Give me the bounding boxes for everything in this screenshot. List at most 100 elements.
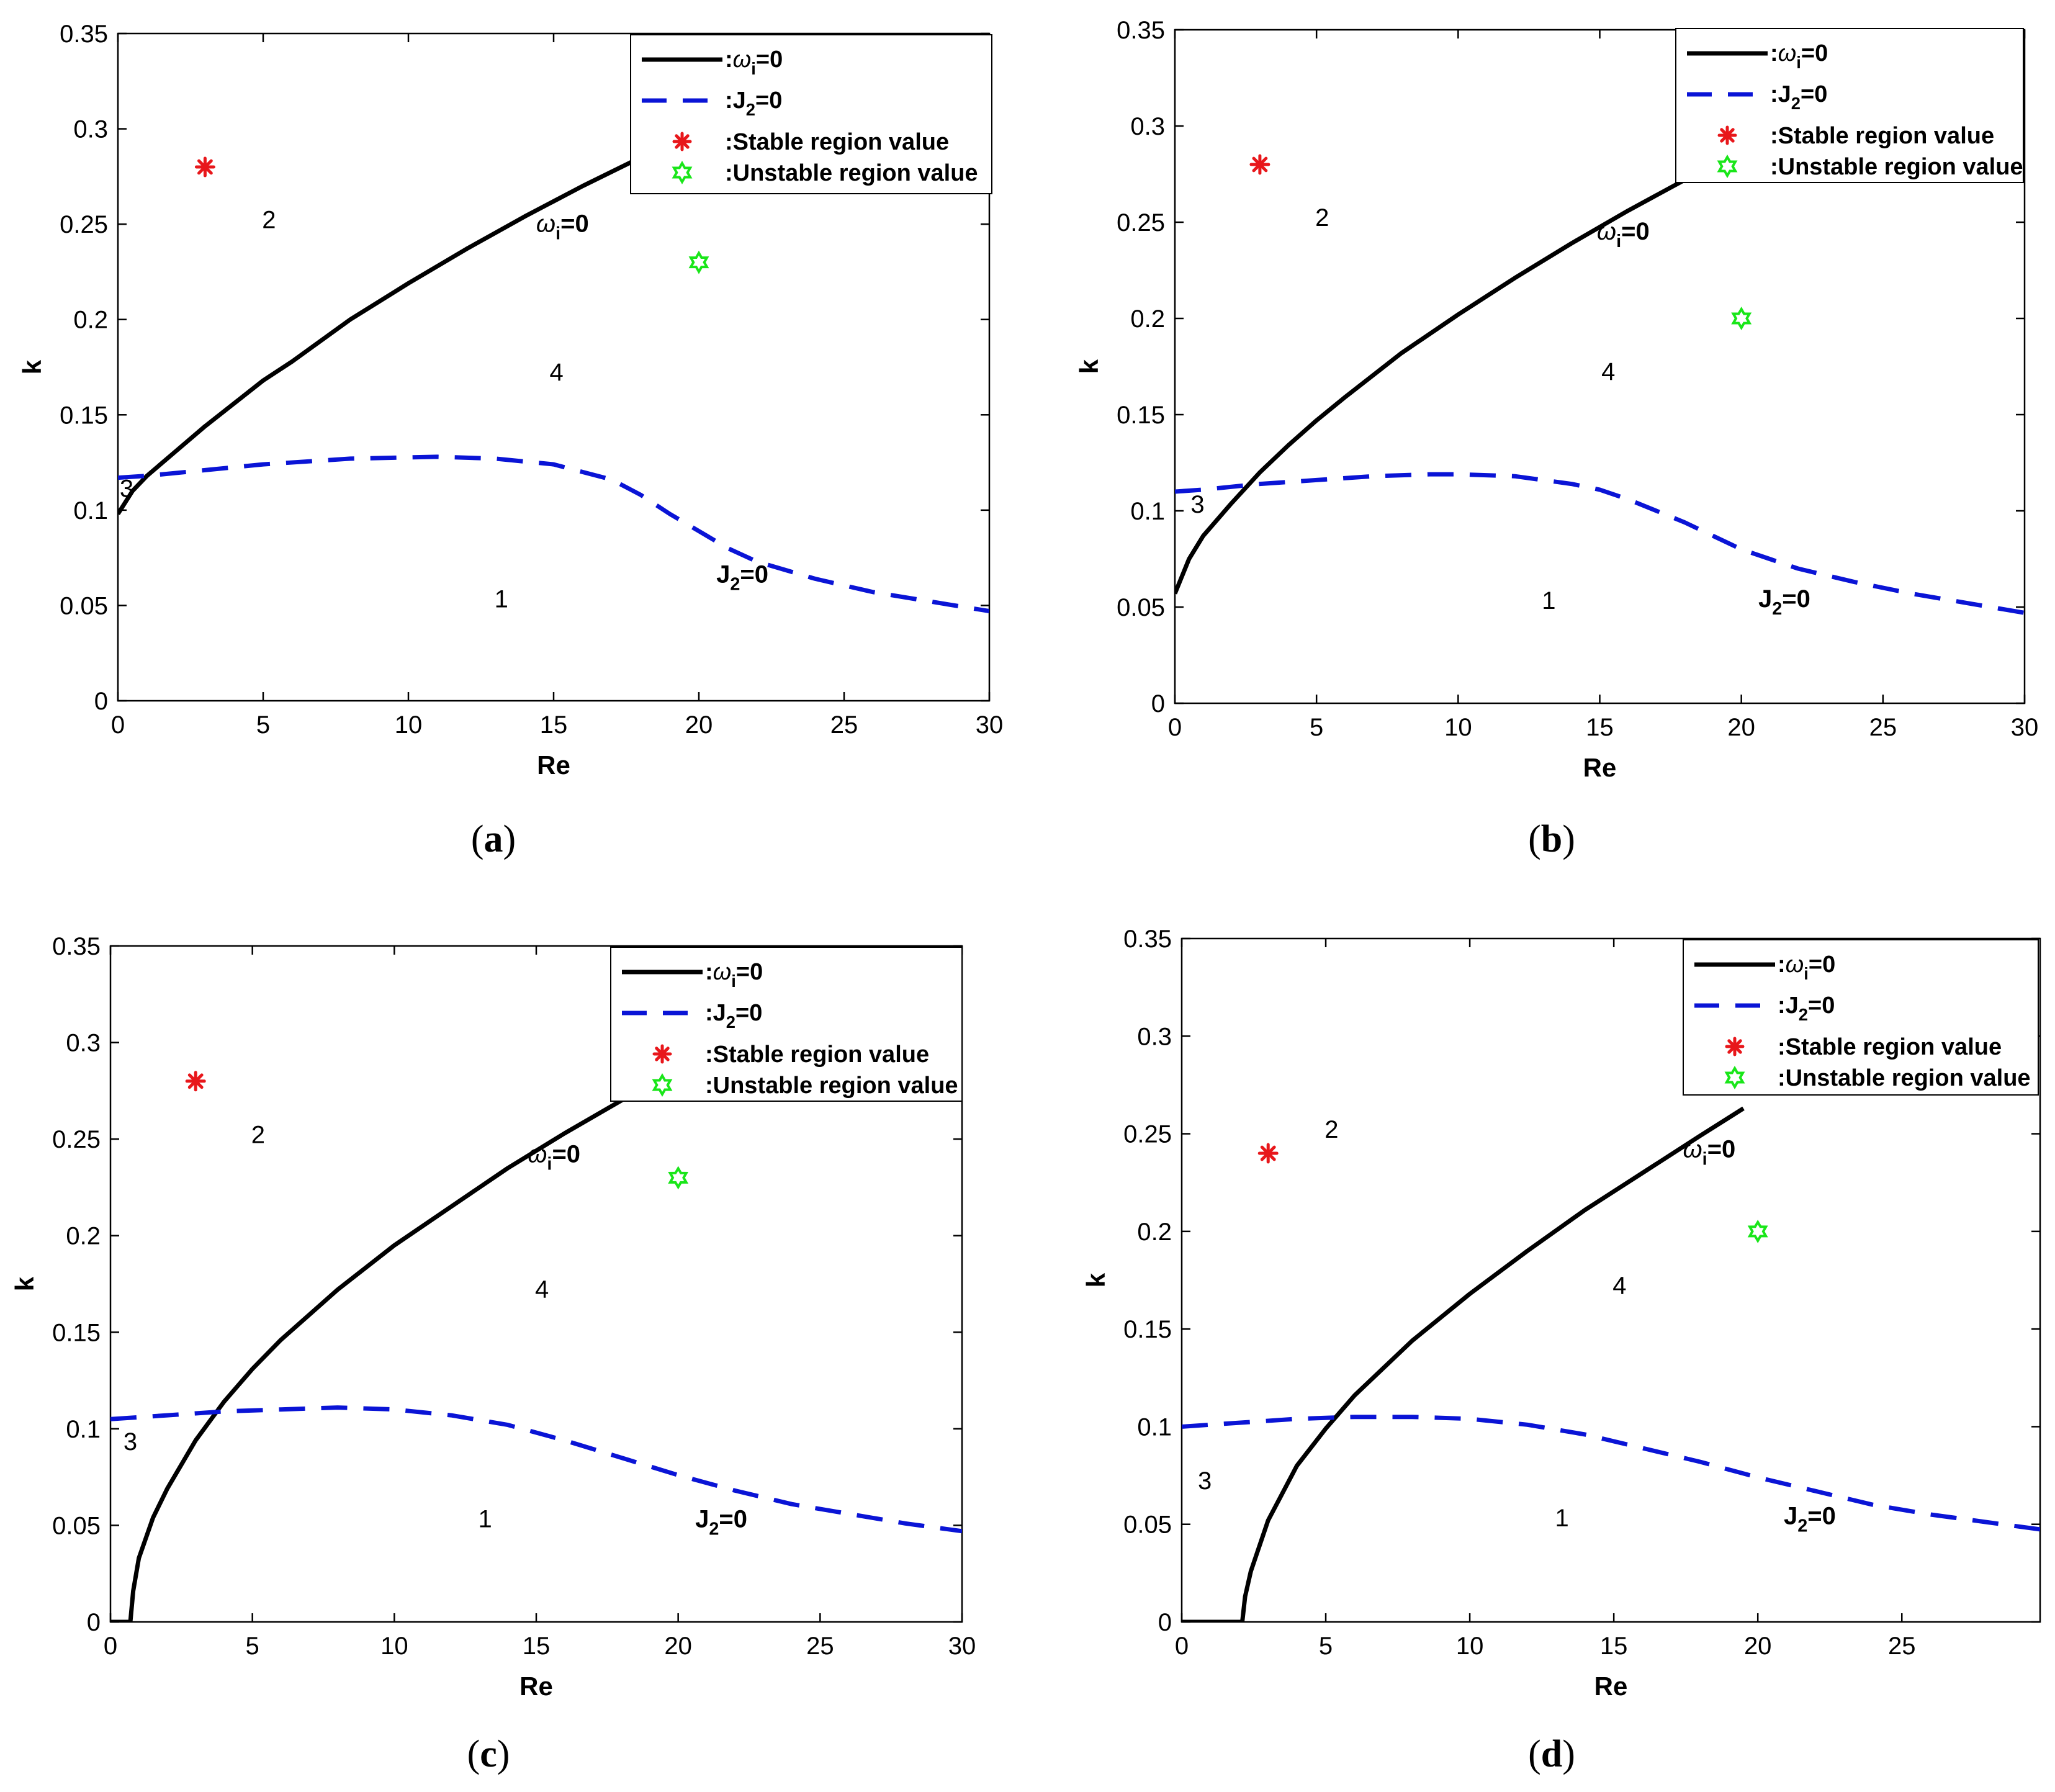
panel-caption: (a) <box>471 818 516 860</box>
legend-stable-label: :Stable region value <box>705 1042 929 1068</box>
legend-stable-marker-stroke <box>655 1047 670 1061</box>
y-tick-label: 0.25 <box>60 211 108 238</box>
x-tick-label: 30 <box>976 711 1004 739</box>
y-tick-label: 0.35 <box>1123 925 1172 953</box>
region-label: 2 <box>1315 204 1329 232</box>
y-tick-label: 0.1 <box>73 497 108 525</box>
x-tick-label: 5 <box>1310 714 1323 741</box>
legend-j2-label: :J2=0 <box>1778 993 1835 1024</box>
x-tick-label: 15 <box>1586 714 1614 741</box>
stable-point-marker-stroke <box>187 1073 204 1089</box>
stable-point-marker <box>185 1071 206 1092</box>
y-tick-label: 0.3 <box>73 116 108 143</box>
y-tick-label: 0.15 <box>1117 402 1165 429</box>
x-tick-label: 30 <box>2011 714 2039 741</box>
legend-omega-label: :ωi=0 <box>725 47 783 78</box>
curve-annotation: J2=0 <box>1758 585 1810 619</box>
x-tick-label: 10 <box>395 711 423 739</box>
y-tick-label: 0 <box>1158 1609 1172 1636</box>
y-tick-label: 0.3 <box>1137 1023 1172 1050</box>
legend: :ωi=0:J2=0:Stable region value:Unstable … <box>610 947 963 1102</box>
x-tick-label: 20 <box>685 711 713 739</box>
y-tick-label: 0.1 <box>66 1416 101 1443</box>
y-tick-label: 0.05 <box>1123 1511 1172 1539</box>
legend: :ωi=0:J2=0:Stable region value:Unstable … <box>1683 939 2039 1096</box>
y-axis-label: k <box>1074 359 1104 374</box>
curve-annotation: J2=0 <box>695 1506 747 1539</box>
x-tick-label: 0 <box>1168 714 1182 741</box>
stable-point-marker-stroke <box>1260 1145 1276 1161</box>
y-tick-label: 0.25 <box>1117 209 1165 236</box>
panel-d: 0 5 10 15 20 25 0 0.05 0.1 0.15 0.2 0.25 0.3 0.35 Re k 2… <box>1081 925 2041 1775</box>
unstable-point-marker <box>688 250 709 274</box>
legend-stable-label: :Stable region value <box>1778 1034 2002 1060</box>
legend-stable-label: :Stable region value <box>725 129 949 155</box>
x-tick-label: 15 <box>540 711 568 739</box>
y-tick-label: 0 <box>1151 690 1165 718</box>
series-j2-curve <box>110 1405 962 1534</box>
y-tick-label: 0.1 <box>1130 498 1165 525</box>
y-tick-label: 0.3 <box>66 1030 101 1057</box>
y-tick-label: 0.05 <box>1117 594 1165 621</box>
y-tick-label: 0.25 <box>52 1126 101 1153</box>
legend: :ωi=0 :J2=0 :Stable region value :Unstable … <box>630 34 992 194</box>
region-label: 4 <box>1601 358 1615 385</box>
panel-a: 0 5 10 15 20 25 30 0 0.05 0.1 0.15 0.2 0.25 0.3 0.35 Re… <box>17 20 1003 860</box>
stable-point-marker <box>194 156 215 178</box>
legend-unstable-label: :Unstable region value <box>725 160 978 186</box>
region-label: 4 <box>1612 1272 1626 1300</box>
x-axis-label: Re <box>537 750 570 780</box>
x-tick-label: 5 <box>246 1632 259 1660</box>
legend-stable-marker-stroke <box>675 134 690 149</box>
unstable-point-marker <box>1731 307 1752 330</box>
x-tick-label: 0 <box>104 1632 117 1660</box>
x-tick-label: 25 <box>1869 714 1897 741</box>
y-tick-label: 0.2 <box>73 307 108 334</box>
region-label: 1 <box>479 1506 492 1533</box>
y-tick-label: 0 <box>94 688 108 715</box>
region-label: 3 <box>1198 1467 1212 1495</box>
legend-j2-label: :J2=0 <box>725 88 782 119</box>
legend: :ωi=0:J2=0:Stable region value:Unstable … <box>1675 28 2024 183</box>
legend-stable-marker <box>652 1044 672 1064</box>
unstable-point-marker <box>668 1166 689 1190</box>
y-axis-label: k <box>17 359 47 374</box>
region-label: 3 <box>1190 491 1204 518</box>
x-tick-label: 20 <box>1744 1632 1772 1660</box>
legend-unstable-label: :Unstable region value <box>1770 154 2023 180</box>
panel-c: 0 5 10 15 20 25 30 0 0.05 0.1 0.15 0.2 0.25 0.3 0.35 Re… <box>10 933 976 1775</box>
x-tick-label: 0 <box>111 711 125 739</box>
panel-caption: (b) <box>1528 818 1575 860</box>
x-tick-label: 25 <box>1888 1632 1916 1660</box>
y-tick-label: 0.15 <box>1123 1316 1172 1343</box>
legend-stable-marker-stroke <box>1720 128 1735 143</box>
plot-area <box>1182 1106 2040 1622</box>
stable-point-marker <box>1257 1143 1279 1164</box>
y-axis-label: k <box>1081 1272 1110 1287</box>
x-tick-label: 15 <box>523 1632 551 1660</box>
region-label: 1 <box>495 586 508 613</box>
region-label: 4 <box>535 1276 549 1303</box>
y-tick-label: 0.2 <box>1130 305 1165 333</box>
x-tick-label: 25 <box>830 711 858 739</box>
series-omega-curve <box>1182 1106 1745 1622</box>
x-tick-label: 10 <box>1456 1632 1484 1660</box>
curve-annotation: ωi=0 <box>536 210 589 243</box>
curve-annotation: ωi=0 <box>1597 218 1650 251</box>
legend-unstable-marker <box>652 1073 673 1097</box>
region-label: 4 <box>550 359 564 386</box>
y-tick-label: 0.15 <box>52 1319 101 1346</box>
x-axis-label: Re <box>519 1672 553 1701</box>
legend-stable-marker <box>672 132 692 151</box>
curve-annotation: J2=0 <box>716 561 768 595</box>
y-tick-label: 0.2 <box>1137 1218 1172 1246</box>
legend-unstable-marker <box>672 160 693 185</box>
region-label: 3 <box>124 1428 137 1456</box>
x-axis-label: Re <box>1583 753 1617 782</box>
x-tick-label: 10 <box>380 1632 408 1660</box>
series-j2-curve <box>118 454 989 614</box>
y-tick-label: 0.3 <box>1130 113 1165 140</box>
legend-omega-label: :ωi=0 <box>705 959 763 991</box>
legend-unstable-marker <box>1717 154 1738 179</box>
